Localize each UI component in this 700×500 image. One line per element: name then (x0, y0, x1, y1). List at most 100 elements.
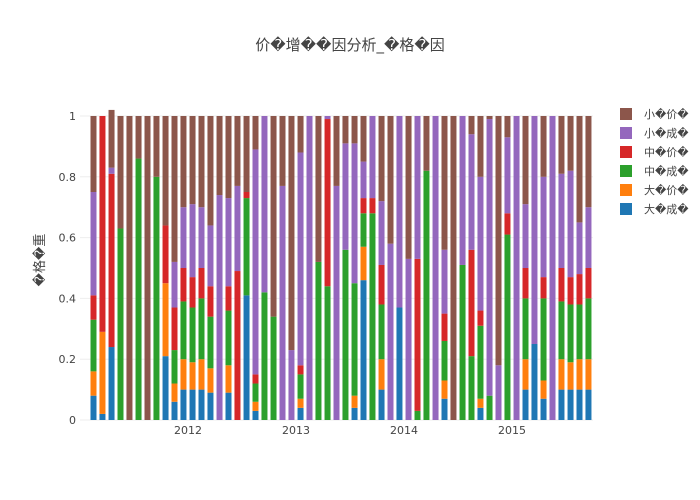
bar-segment[interactable] (360, 161, 367, 199)
bar-segment[interactable] (558, 268, 565, 302)
bar-segment[interactable] (288, 350, 295, 420)
bar-segment[interactable] (486, 395, 493, 420)
bar-segment[interactable] (180, 268, 187, 302)
bar-segment[interactable] (198, 359, 205, 390)
bar-segment[interactable] (180, 359, 187, 390)
bar-segment[interactable] (207, 286, 214, 317)
bar-segment[interactable] (180, 207, 187, 268)
bar-segment[interactable] (522, 204, 529, 268)
bar-segment[interactable] (585, 359, 592, 390)
bar-segment[interactable] (576, 359, 583, 390)
bar-segment[interactable] (441, 116, 448, 250)
bar-segment[interactable] (459, 264, 466, 420)
bar-segment[interactable] (540, 380, 547, 399)
bar-segment[interactable] (225, 392, 232, 420)
bar-segment[interactable] (189, 116, 196, 205)
legend-label[interactable]: 中�价� (644, 146, 689, 159)
bar-segment[interactable] (135, 158, 142, 420)
bar-segment[interactable] (117, 228, 124, 420)
bar-segment[interactable] (522, 389, 529, 420)
bar-segment[interactable] (180, 116, 187, 208)
bar-segment[interactable] (468, 356, 475, 420)
bar-segment[interactable] (558, 116, 565, 174)
bar-segment[interactable] (126, 116, 133, 420)
bar-segment[interactable] (342, 249, 349, 420)
bar-segment[interactable] (378, 304, 385, 360)
bar-segment[interactable] (243, 198, 250, 296)
bar-segment[interactable] (198, 268, 205, 299)
bar-segment[interactable] (423, 170, 430, 420)
bar-segment[interactable] (189, 389, 196, 420)
bar-segment[interactable] (279, 116, 286, 186)
bar-segment[interactable] (378, 116, 385, 202)
bar-segment[interactable] (387, 243, 394, 420)
bar-segment[interactable] (234, 271, 241, 420)
bar-segment[interactable] (207, 116, 214, 226)
bar-segment[interactable] (549, 116, 556, 420)
bar-segment[interactable] (90, 192, 97, 296)
bar-segment[interactable] (270, 316, 277, 420)
bar-segment[interactable] (567, 362, 574, 390)
bar-segment[interactable] (414, 410, 421, 420)
bar-segment[interactable] (396, 307, 403, 420)
bar-segment[interactable] (162, 356, 169, 420)
bar-segment[interactable] (342, 143, 349, 250)
bar-segment[interactable] (351, 116, 358, 144)
bar-segment[interactable] (468, 116, 475, 135)
bar-segment[interactable] (171, 261, 178, 308)
bar-segment[interactable] (558, 173, 565, 268)
bar-segment[interactable] (423, 116, 430, 171)
bar-stacks[interactable] (90, 109, 592, 420)
bar-segment[interactable] (378, 389, 385, 420)
bar-segment[interactable] (468, 134, 475, 250)
bar-segment[interactable] (117, 116, 124, 229)
bar-segment[interactable] (396, 116, 403, 308)
bar-segment[interactable] (99, 331, 106, 414)
bar-segment[interactable] (504, 213, 511, 235)
bar-segment[interactable] (180, 301, 187, 360)
bar-segment[interactable] (162, 116, 169, 226)
bar-segment[interactable] (558, 301, 565, 360)
bar-segment[interactable] (432, 116, 439, 420)
bar-segment[interactable] (252, 374, 259, 384)
bar-segment[interactable] (99, 413, 106, 420)
bar-segment[interactable] (513, 116, 520, 420)
bar-segment[interactable] (522, 298, 529, 360)
bar-segment[interactable] (378, 359, 385, 390)
bar-segment[interactable] (324, 116, 331, 120)
bar-segment[interactable] (522, 359, 529, 390)
bar-segment[interactable] (378, 201, 385, 265)
bar-segment[interactable] (297, 116, 304, 153)
bar-segment[interactable] (351, 407, 358, 420)
bar-segment[interactable] (558, 389, 565, 420)
bar-segment[interactable] (540, 398, 547, 420)
bar-segment[interactable] (108, 167, 115, 174)
bar-segment[interactable] (234, 185, 241, 272)
bar-segment[interactable] (171, 307, 178, 351)
bar-segment[interactable] (495, 365, 502, 420)
bar-segment[interactable] (261, 116, 268, 293)
bar-segment[interactable] (270, 116, 277, 317)
bar-segment[interactable] (135, 116, 142, 159)
bar-segment[interactable] (477, 407, 484, 420)
bar-segment[interactable] (225, 286, 232, 311)
bar-segment[interactable] (576, 304, 583, 360)
bar-segment[interactable] (171, 350, 178, 384)
bar-segment[interactable] (171, 116, 178, 262)
bar-segment[interactable] (585, 389, 592, 420)
legend-label[interactable]: 大�价� (644, 183, 689, 197)
bar-segment[interactable] (333, 116, 340, 186)
bar-segment[interactable] (585, 268, 592, 299)
bar-segment[interactable] (306, 116, 313, 420)
bar-segment[interactable] (180, 389, 187, 420)
bar-segment[interactable] (252, 401, 259, 411)
bar-segment[interactable] (585, 116, 592, 208)
bar-segment[interactable] (369, 213, 376, 420)
bar-segment[interactable] (504, 137, 511, 214)
bar-segment[interactable] (243, 295, 250, 420)
bar-segment[interactable] (486, 119, 493, 396)
legend-label[interactable]: 大�成� (644, 202, 689, 216)
bar-segment[interactable] (369, 116, 376, 199)
bar-segment[interactable] (108, 347, 115, 420)
bar-segment[interactable] (360, 198, 367, 214)
